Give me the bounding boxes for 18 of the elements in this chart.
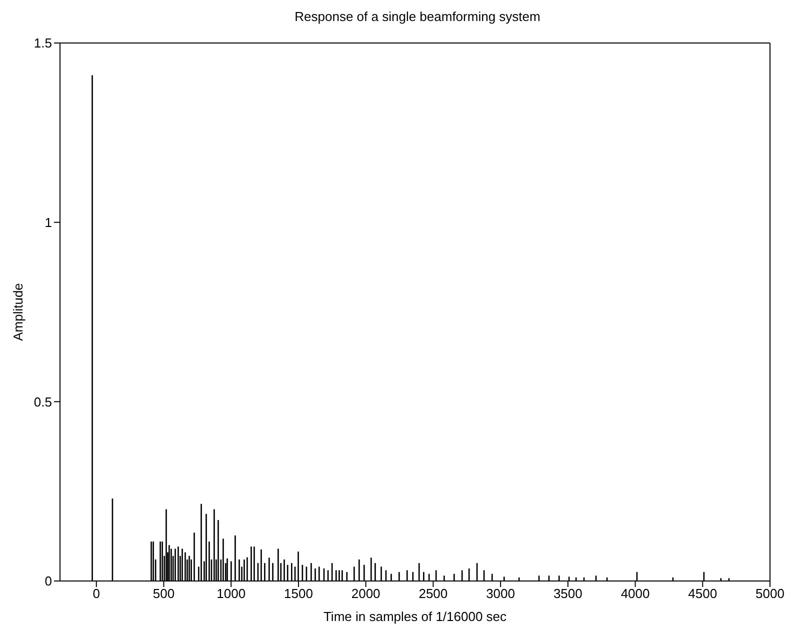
x-tick-label: 2500 xyxy=(418,586,448,602)
x-tick-label: 3500 xyxy=(553,586,582,602)
x-tick-label: 1000 xyxy=(216,586,246,602)
y-tick-label: 0.5 xyxy=(34,394,52,410)
x-tick-label: 500 xyxy=(152,586,175,602)
x-tick-label: 4000 xyxy=(620,586,650,602)
x-tick-label: 2000 xyxy=(351,586,380,602)
y-tick-label: 1 xyxy=(44,214,52,230)
x-tick-label: 3000 xyxy=(486,586,516,602)
y-tick-label: 0 xyxy=(44,574,52,589)
x-tick-label: 0 xyxy=(92,586,100,602)
y-axis-title: Amplitude xyxy=(10,283,26,341)
x-tick-label: 1500 xyxy=(284,586,313,602)
x-tick-label: 4500 xyxy=(688,586,718,602)
x-tick-label: 5000 xyxy=(756,586,784,602)
x-axis-title: Time in samples of 1/16000 sec xyxy=(323,609,508,624)
y-tick-label: 1.5 xyxy=(34,36,52,51)
chart-title: Response of a single beamforming system xyxy=(294,8,542,26)
